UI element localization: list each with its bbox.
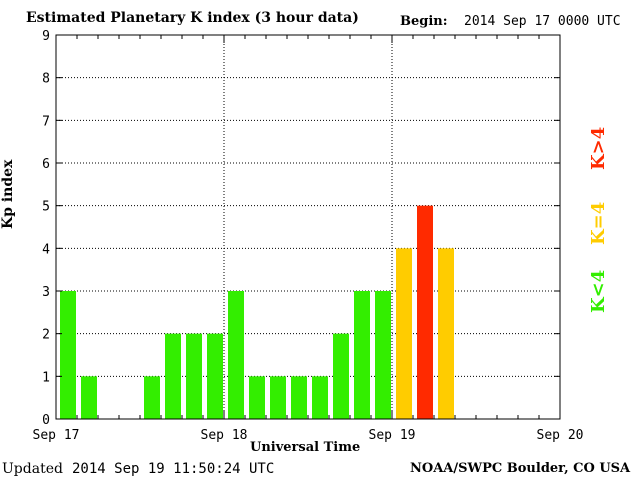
y-tick-label: 9 [42,29,50,44]
kp-bar [207,333,223,419]
y-tick-label: 1 [42,370,50,385]
y-axis-label: Kp index [0,159,16,229]
kp-bar [165,333,181,419]
kp-bar [438,248,454,419]
bars-layer [60,205,454,419]
kp-bar [396,248,412,419]
data-source: NOAA/SWPC Boulder, CO USA [410,461,631,476]
legend-k-equals-4: K=4 [588,201,609,245]
y-tick-label: 8 [42,72,50,87]
x-axis-ticks: Sep 17 Sep 18 Sep 19 Sep 20 [33,35,584,443]
y-tick-label: 5 [42,200,50,215]
legend-k-below-4: K<4 [588,269,609,313]
chart-title: Estimated Planetary K index (3 hour data… [26,10,359,26]
kp-bar [375,291,391,419]
kp-bar [81,376,97,419]
y-tick-label: 3 [42,285,50,300]
x-tick-label: Sep 19 [369,428,416,443]
kp-bar [249,376,265,419]
x-axis-label: Universal Time [250,440,361,455]
kp-bar [270,376,286,419]
plot-frame [55,34,561,420]
y-tick-label: 7 [42,114,50,129]
y-tick-label: 0 [42,413,50,428]
y-tick-label: 2 [42,328,50,343]
begin-value: 2014 Sep 17 0000 UTC [464,14,621,29]
kp-bar [354,291,370,419]
begin-label: Begin: [400,14,448,29]
kp-bar [333,333,349,419]
x-tick-label: Sep 18 [201,428,248,443]
y-tick-label: 6 [42,157,50,172]
kp-bar [186,333,202,419]
y-tick-label: 4 [42,242,50,257]
x-tick-label: Sep 20 [537,428,584,443]
kp-bar [144,376,160,419]
updated-label: Updated [2,461,63,477]
legend-k-above-4: K>4 [588,126,609,170]
kp-bar [312,376,328,419]
grid-layer [56,35,560,419]
y-axis-ticks: 0 1 2 3 4 5 6 7 8 9 [42,29,560,428]
kp-bar [60,291,76,419]
kp-bar [291,376,307,419]
kp-bar [417,205,433,419]
x-tick-label: Sep 17 [33,428,80,443]
kp-bar [228,291,244,419]
updated-timestamp: 2014 Sep 19 11:50:24 UTC [72,461,275,477]
